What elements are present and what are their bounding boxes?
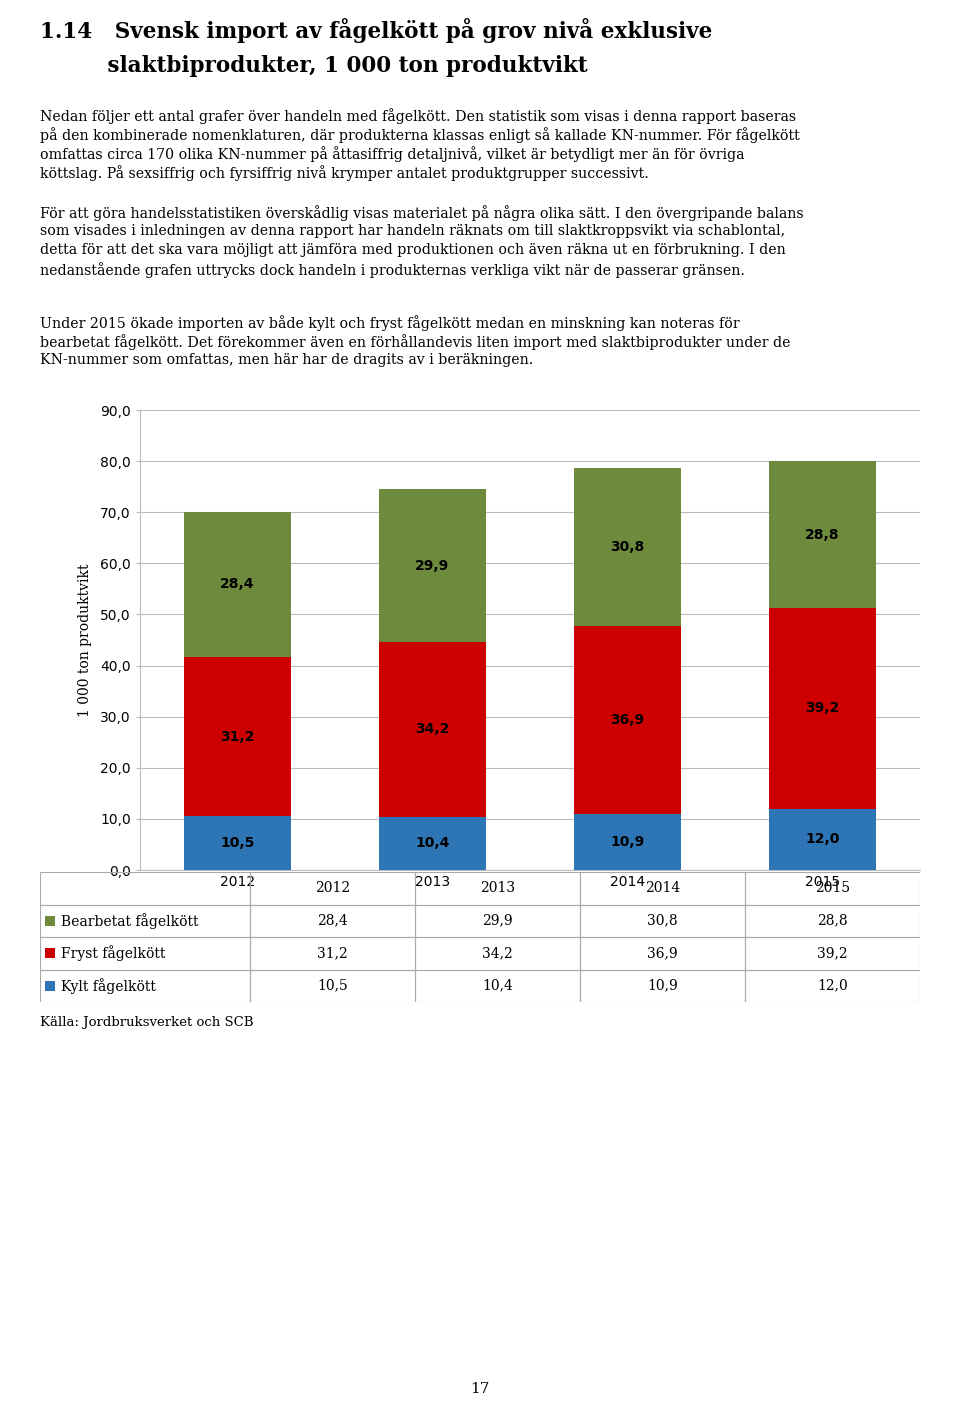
Bar: [379, 642, 486, 817]
Bar: [574, 468, 682, 625]
Text: slaktbiprodukter, 1 000 ton produktvikt: slaktbiprodukter, 1 000 ton produktvikt: [40, 55, 588, 77]
Text: KN-nummer som omfattas, men här har de dragits av i beräkningen.: KN-nummer som omfattas, men här har de d…: [40, 353, 534, 367]
Bar: [184, 512, 291, 657]
Bar: [769, 461, 876, 608]
Text: 34,2: 34,2: [482, 946, 513, 960]
Text: nedanstående grafen uttrycks dock handeln i produkternas verkliga vikt när de pa: nedanstående grafen uttrycks dock handel…: [40, 262, 745, 278]
Text: 30,8: 30,8: [647, 913, 678, 927]
Bar: [415, 872, 580, 905]
Bar: [745, 905, 920, 937]
Bar: [745, 937, 920, 970]
Bar: [580, 872, 745, 905]
Bar: [40, 905, 250, 937]
Bar: [379, 817, 486, 871]
Bar: [745, 872, 920, 905]
Text: Kylt fågelkött: Kylt fågelkött: [61, 978, 156, 994]
Bar: [45, 949, 55, 959]
Text: 29,9: 29,9: [482, 913, 513, 927]
Text: Källa: Jordbruksverket och SCB: Källa: Jordbruksverket och SCB: [40, 1017, 253, 1029]
Bar: [574, 625, 682, 814]
Bar: [250, 970, 415, 1003]
Text: 10,4: 10,4: [482, 978, 513, 993]
Bar: [250, 905, 415, 937]
Bar: [250, 872, 415, 905]
Text: 10,9: 10,9: [611, 835, 644, 849]
Bar: [769, 808, 876, 871]
Y-axis label: 1 000 ton produktvikt: 1 000 ton produktvikt: [78, 563, 92, 716]
Bar: [745, 970, 920, 1003]
Bar: [250, 937, 415, 970]
Bar: [415, 970, 580, 1003]
Text: Fryst fågelkött: Fryst fågelkött: [61, 946, 165, 961]
Bar: [379, 489, 486, 642]
Bar: [184, 657, 291, 817]
Text: som visades i inledningen av denna rapport har handeln räknats om till slaktkrop: som visades i inledningen av denna rappo…: [40, 224, 785, 238]
Bar: [40, 970, 250, 1003]
Bar: [574, 814, 682, 871]
Text: omfattas circa 170 olika KN-nummer på åttasiffrig detaljnivå, vilket är betydlig: omfattas circa 170 olika KN-nummer på åt…: [40, 146, 745, 162]
Text: 28,4: 28,4: [220, 577, 254, 591]
Text: 2012: 2012: [315, 881, 350, 895]
Text: 28,8: 28,8: [817, 913, 848, 927]
Text: detta för att det ska vara möjligt att jämföra med produktionen och även räkna u: detta för att det ska vara möjligt att j…: [40, 242, 786, 257]
Bar: [769, 608, 876, 808]
Text: 36,9: 36,9: [611, 713, 644, 727]
Text: 2014: 2014: [645, 881, 680, 895]
Text: 12,0: 12,0: [805, 832, 840, 847]
Text: 10,5: 10,5: [317, 978, 348, 993]
Text: 10,4: 10,4: [416, 837, 449, 851]
Bar: [580, 970, 745, 1003]
Text: på den kombinerade nomenklaturen, där produkterna klassas enligt så kallade KN-n: på den kombinerade nomenklaturen, där pr…: [40, 128, 800, 143]
Bar: [580, 937, 745, 970]
Text: köttslag. På sexsiffrig och fyrsiffrig nivå krymper antalet produktgrupper succe: köttslag. På sexsiffrig och fyrsiffrig n…: [40, 164, 649, 182]
Text: Bearbetat fågelkött: Bearbetat fågelkött: [61, 913, 199, 929]
Text: Nedan följer ett antal grafer över handeln med fågelkött. Den statistik som visa: Nedan följer ett antal grafer över hande…: [40, 108, 797, 123]
Text: 31,2: 31,2: [220, 730, 254, 743]
Bar: [40, 872, 250, 905]
Bar: [40, 937, 250, 970]
Text: 10,9: 10,9: [647, 978, 678, 993]
Text: 2015: 2015: [815, 881, 850, 895]
Text: 29,9: 29,9: [416, 559, 449, 573]
Bar: [45, 981, 55, 991]
Text: bearbetat fågelkött. Det förekommer även en förhållandevis liten import med slak: bearbetat fågelkött. Det förekommer även…: [40, 335, 791, 350]
Bar: [45, 916, 55, 926]
Text: 28,8: 28,8: [805, 527, 840, 542]
Text: 1.14   Svensk import av fågelkött på grov nivå exklusive: 1.14 Svensk import av fågelkött på grov …: [40, 18, 712, 43]
Text: 12,0: 12,0: [817, 978, 848, 993]
Text: 10,5: 10,5: [220, 837, 254, 851]
Bar: [415, 937, 580, 970]
Bar: [415, 905, 580, 937]
Text: 39,2: 39,2: [817, 946, 848, 960]
Text: 28,4: 28,4: [317, 913, 348, 927]
Text: 31,2: 31,2: [317, 946, 348, 960]
Text: 2013: 2013: [480, 881, 516, 895]
Text: 39,2: 39,2: [805, 702, 840, 716]
Text: Under 2015 ökade importen av både kylt och fryst fågelkött medan en minskning ka: Under 2015 ökade importen av både kylt o…: [40, 315, 740, 330]
Text: 34,2: 34,2: [416, 722, 449, 736]
Text: 36,9: 36,9: [647, 946, 678, 960]
Text: För att göra handelsstatistiken överskådlig visas materialet på några olika sätt: För att göra handelsstatistiken överskåd…: [40, 206, 804, 221]
Bar: [184, 817, 291, 871]
Text: 17: 17: [470, 1383, 490, 1395]
Bar: [580, 905, 745, 937]
Text: 30,8: 30,8: [611, 540, 644, 554]
